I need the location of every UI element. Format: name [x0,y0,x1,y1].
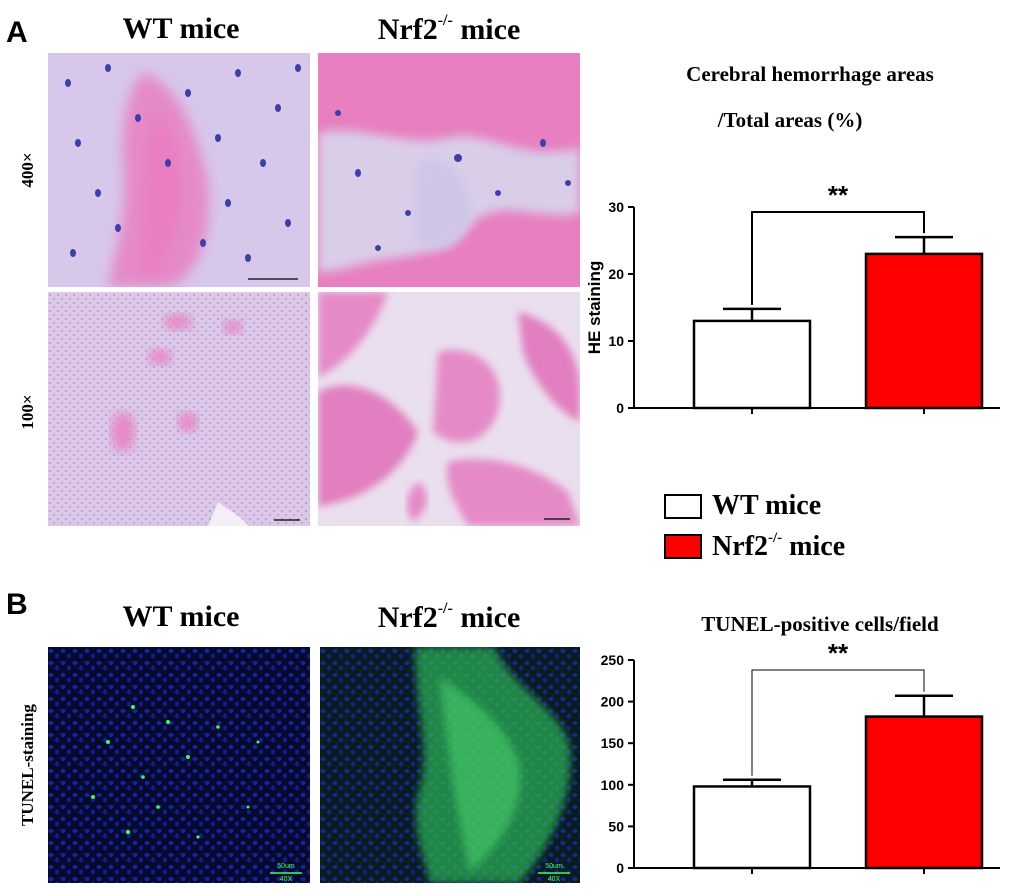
legend-nrf2-swatch [664,534,702,559]
y-tick-label: 150 [601,735,625,751]
bar [864,252,984,410]
tunel-nrf2-scale-bar-text: 50um [545,863,563,870]
significance-label: ** [828,640,849,668]
y-tick-label: 0 [616,400,624,416]
he-wt-400x-micrograph [48,53,310,287]
tunel-wt-magnification-text: 40X [280,876,293,883]
y-tick-label: 50 [608,818,624,834]
he-nrf2-100x-micrograph [318,292,580,526]
significance-bracket [751,211,925,305]
tunel-bar-chart: 0 50 100 150 200 250 ** [601,640,1000,876]
he-chart-title-line2: /Total areas (%) [717,108,863,132]
significance-label: ** [828,180,849,210]
panel-b-wt-title: WT mice [122,600,240,633]
tunel-nrf2-magnification-text: 40X [548,876,561,883]
panel-b-letter: B [6,588,28,621]
y-tick-label: 0 [616,860,624,876]
he-nrf2-400x-micrograph [318,53,580,287]
bar [692,785,812,870]
bar [864,715,984,870]
y-tick-label: 10 [608,333,624,349]
tunel-nrf2-micrograph: 50um 40X [320,647,580,883]
row-label-400x: 400× [18,152,37,188]
significance-bracket [751,669,925,776]
row-label-100x: 100× [18,394,37,430]
y-tick-label: 200 [601,694,625,710]
y-tick-label: 250 [601,652,625,668]
bar [692,319,812,410]
row-label-tunel: TUNEL-staining [18,704,37,826]
legend-wt: WT mice [664,490,821,522]
panel-a-letter: A [6,16,28,49]
he-chart-title-line1: Cerebral hemorrhage areas [686,62,934,86]
legend-wt-swatch [664,493,702,519]
tunel-chart-title: TUNEL-positive cells/field [701,612,939,636]
y-tick-label: 20 [608,266,624,282]
tunel-wt-scale-bar-text: 50um [277,863,295,870]
y-tick-label: 100 [601,777,625,793]
panel-b-nrf2-title: Nrf2-/- mice [377,600,521,634]
panel-a-nrf2-title: Nrf2-/- mice [377,12,521,46]
he-wt-100x-micrograph [48,292,310,526]
legend-nrf2-label: Nrf2-/- mice [712,530,846,562]
panel-a-wt-title: WT mice [122,12,240,45]
legend-nrf2: Nrf2-/- mice [664,530,845,563]
legend-wt-label: WT mice [712,490,822,521]
tunel-wt-micrograph: 50um 40X [48,647,310,883]
y-tick-label: 30 [608,199,624,215]
y-axis-label: HE staining [585,261,604,355]
he-bar-chart: 0 10 20 30 ** HE staining [585,180,1000,416]
